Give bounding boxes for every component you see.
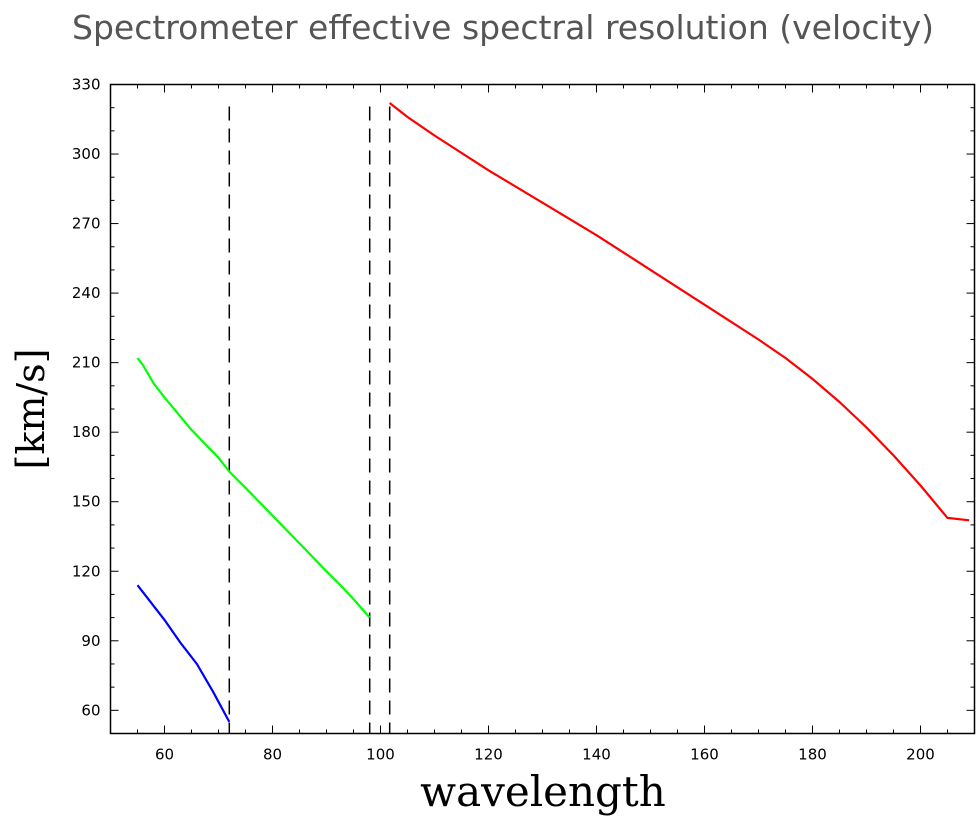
x-axis-label: wavelength: [420, 767, 666, 816]
series-line: [136, 584, 231, 723]
series-line: [389, 102, 970, 522]
y-tick-labels: 60 90 120 150 180 210 240 270 300 330: [72, 76, 101, 720]
y-tick-label: 180: [72, 423, 101, 441]
y-tick-label: 330: [72, 76, 101, 94]
y-tick-label: 210: [72, 354, 101, 372]
plot-frame: [109, 83, 976, 735]
y-tick-label: 120: [72, 562, 101, 580]
y-tick-label: 270: [72, 215, 101, 233]
y-tick-label: 300: [72, 145, 101, 163]
y-tick-label: 90: [81, 632, 100, 650]
y-tick-label: 240: [72, 284, 101, 302]
x-tick-label: 200: [906, 746, 935, 764]
x-tick-label: 160: [690, 746, 719, 764]
y-axis-label: [km/s]: [9, 348, 53, 469]
y-tick-label: 150: [72, 493, 101, 511]
chart-title: Spectrometer effective spectral resoluti…: [72, 8, 934, 47]
x-tick-label: 60: [155, 746, 174, 764]
y-tick-label: 60: [81, 701, 100, 719]
axis-ticks: [110, 84, 975, 734]
x-tick-label: 80: [263, 746, 282, 764]
series-line: [136, 357, 371, 619]
x-tick-label: 140: [582, 746, 611, 764]
x-tick-label: 120: [474, 746, 503, 764]
data-series: [136, 102, 970, 723]
boundary-lines: [228, 106, 391, 734]
x-tick-label: 180: [798, 746, 827, 764]
x-tick-labels: 60 80 100 120 140 160 180 200: [155, 746, 935, 764]
x-tick-label: 100: [366, 746, 395, 764]
